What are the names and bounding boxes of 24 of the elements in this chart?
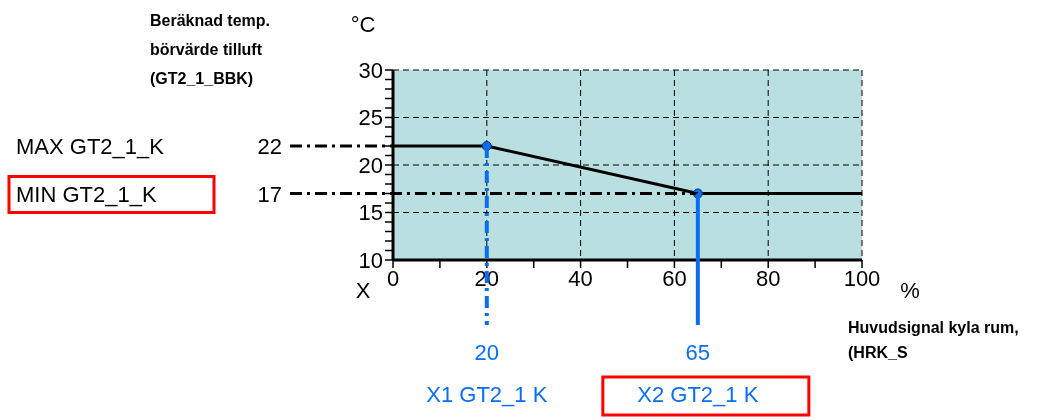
ref-line-label: 65 [685,340,711,365]
y-tick-label: 10 [358,247,383,273]
ref-line-label: 22 [257,134,282,159]
y-tick-label: 30 [358,57,383,83]
text: MIN GT2_1_K [16,181,157,207]
text: Beräknad temp. börvärde tilluft (GT2_1_BBK) [150,11,272,89]
x-axis-title: Huvudsignal kyla rum, (HRK_S [848,318,1020,363]
y-tick-label: 15 [358,200,383,226]
text: X1 GT2_1 K [426,382,548,407]
text: °C [350,12,376,37]
text: % [900,278,920,303]
text: X2 GT2_1 K [637,382,759,407]
y-tick-label: 20 [358,152,383,178]
text: X [355,278,371,303]
x-tick-label: 100 [843,265,881,291]
y-tick-label: 25 [358,105,383,131]
x-tick-label: 20 [474,265,500,291]
x-tick-label: 40 [568,265,593,291]
x-tick-label: 80 [755,265,781,291]
x-tick-label: 60 [662,265,687,291]
x-tick-label: 0 [386,265,400,291]
ref-line-label: 17 [257,181,282,207]
ref-line-label: 20 [474,340,500,365]
text: MAX GT2_1_K [16,134,165,159]
